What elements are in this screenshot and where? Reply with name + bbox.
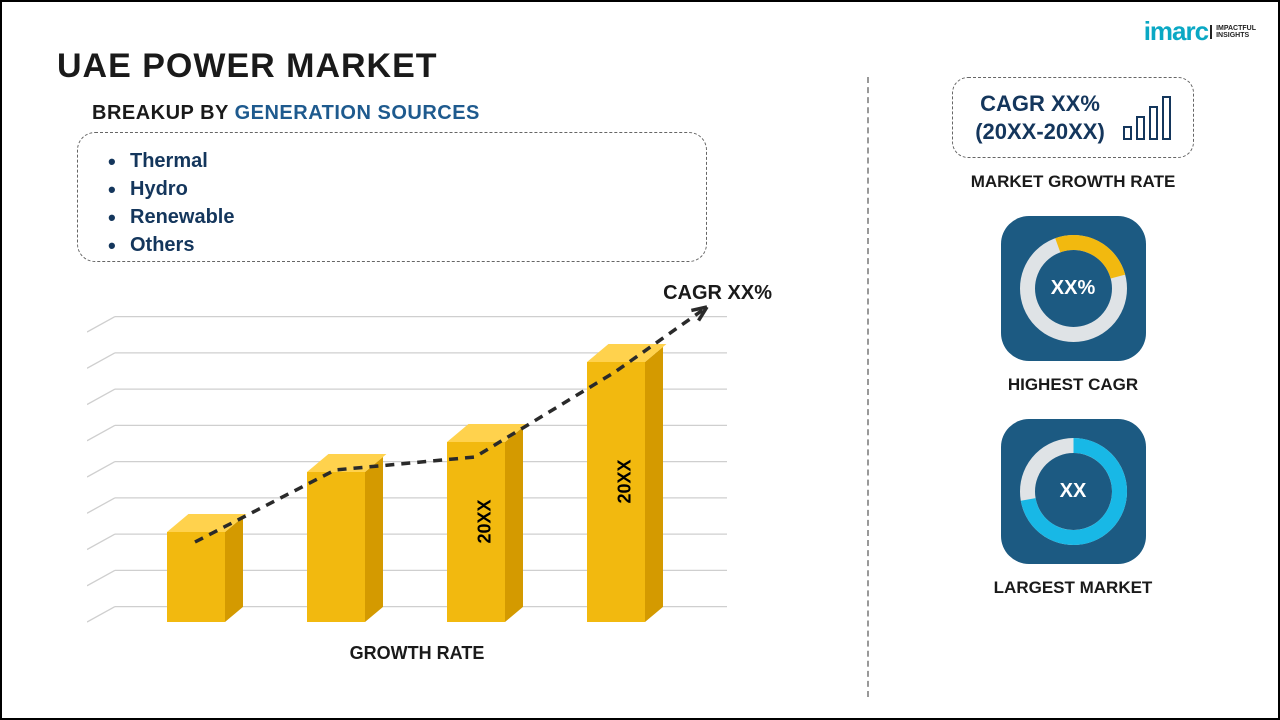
subtitle: BREAKUP BY GENERATION SOURCES <box>92 102 480 125</box>
list-item: Thermal <box>108 147 676 175</box>
vertical-divider <box>867 77 869 697</box>
mini-bar-icon <box>1123 96 1171 140</box>
label-largest-market: LARGEST MARKET <box>994 578 1153 598</box>
sources-box: Thermal Hydro Renewable Others <box>77 132 707 262</box>
list-item: Hydro <box>108 175 676 203</box>
tile-highest-cagr: XX% <box>1001 216 1146 361</box>
logo-tagline: IMPACTFUL INSIGHTS <box>1210 25 1256 39</box>
chart-xlabel: GROWTH RATE <box>350 643 485 664</box>
label-highest-cagr: HIGHEST CAGR <box>1008 375 1138 395</box>
label-growth-rate: MARKET GROWTH RATE <box>971 172 1176 192</box>
chart-bar <box>167 532 243 622</box>
list-item: Renewable <box>108 203 676 231</box>
chart-bar <box>307 472 383 622</box>
cagr-box: CAGR XX% (20XX-20XX) <box>952 77 1194 158</box>
right-panel: CAGR XX% (20XX-20XX) MARKET GROWTH RATE … <box>918 77 1228 608</box>
tile-largest-market: XX <box>1001 419 1146 564</box>
chart-bar: 20XX <box>447 442 523 622</box>
brand-logo: imarc IMPACTFUL INSIGHTS <box>1144 16 1256 47</box>
cagr-label: CAGR XX% <box>663 282 772 305</box>
sources-list: Thermal Hydro Renewable Others <box>108 147 676 259</box>
list-item: Others <box>108 231 676 259</box>
logo-text: imarc <box>1144 16 1208 47</box>
chart-bar: 20XX <box>587 362 663 622</box>
cagr-text: CAGR XX% (20XX-20XX) <box>975 90 1105 145</box>
growth-chart: 20XX20XX CAGR XX% GROWTH RATE <box>87 292 747 672</box>
page-title: UAE POWER MARKET <box>57 47 438 86</box>
